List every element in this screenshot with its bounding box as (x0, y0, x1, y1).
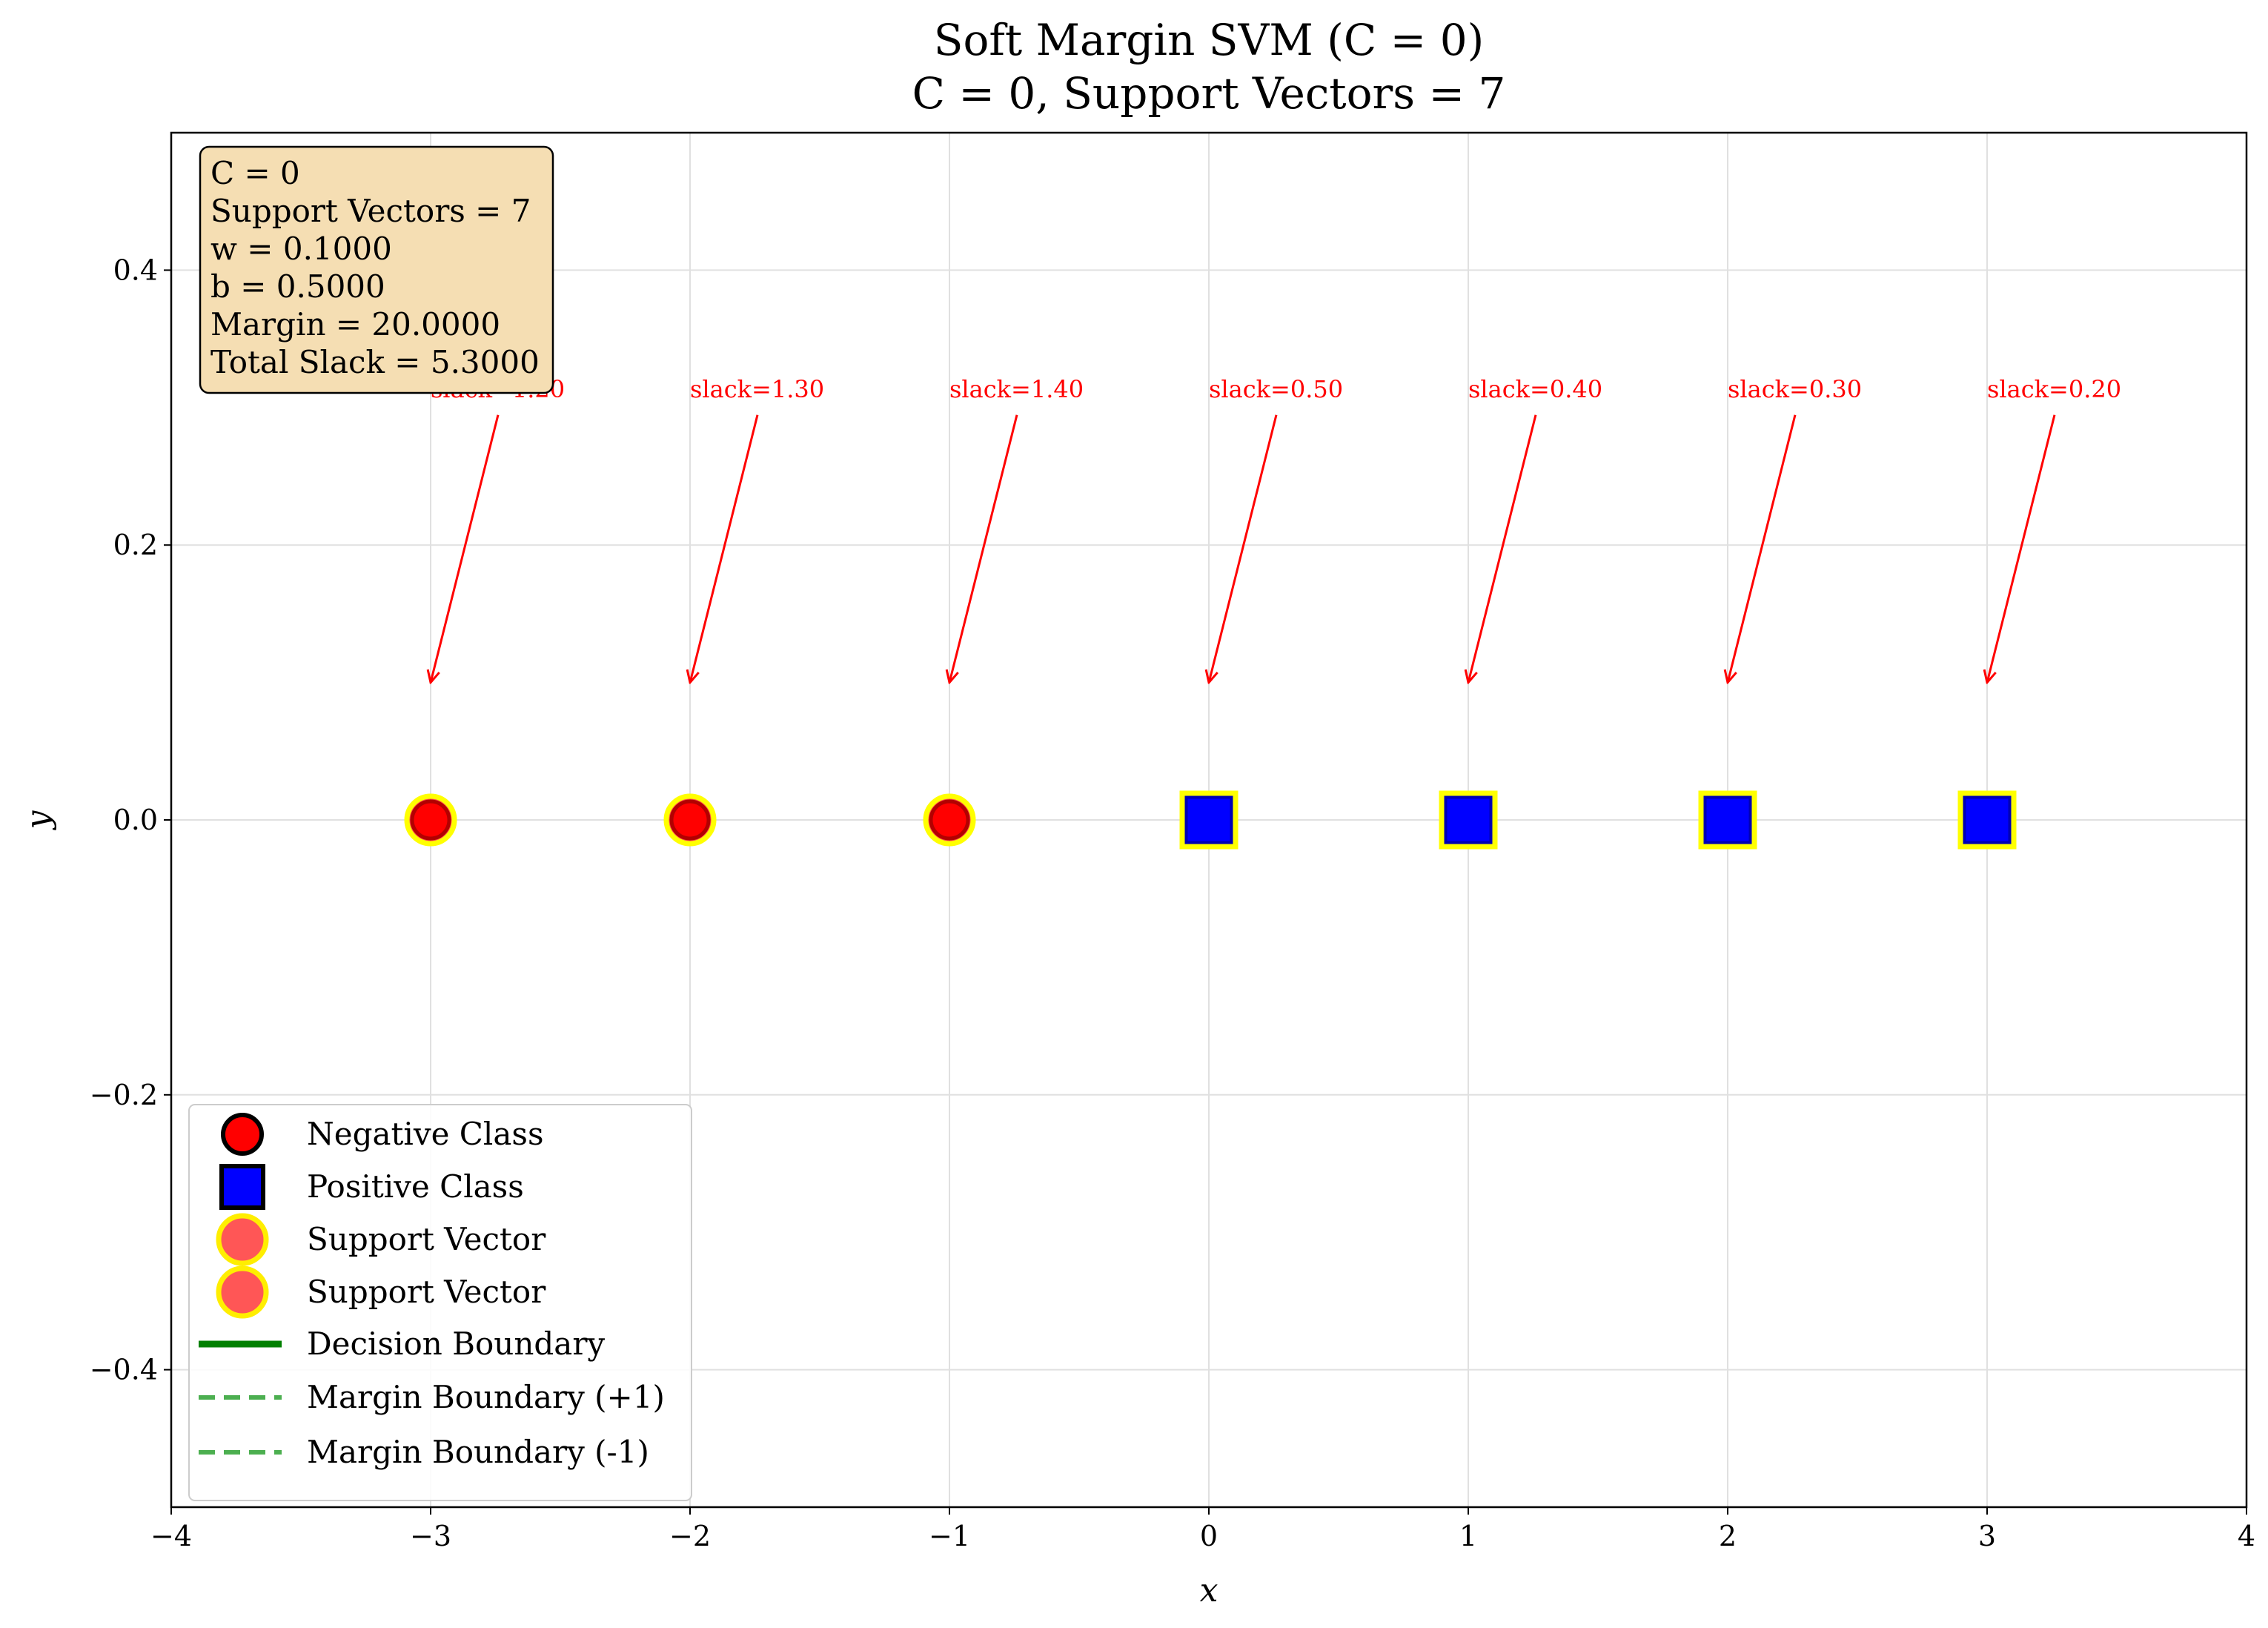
y-tick-label: 0.4 (113, 254, 158, 286)
legend-label: Positive Class (307, 1168, 524, 1205)
slack-arrow-2 (949, 414, 1018, 683)
y-tick-label: −0.4 (90, 1354, 158, 1386)
legend-label: Negative Class (307, 1116, 544, 1152)
data-points (404, 790, 2017, 850)
support-vector-marker (1698, 790, 1757, 850)
slack-arrow-5 (1728, 414, 1797, 683)
chart-title: Soft Margin SVM (C = 0) (934, 15, 1484, 65)
legend-label: Decision Boundary (307, 1326, 605, 1362)
x-tick-label: −1 (929, 1520, 970, 1552)
slack-label: slack=1.30 (690, 375, 824, 403)
info-line-support-vectors: Support Vectors = 7 (210, 193, 531, 229)
legend-square-icon (219, 1164, 265, 1210)
slack-arrow-6 (1987, 414, 2056, 683)
y-axis-label: y (19, 810, 57, 830)
axis-ticks: −4 −3 −2 −1 0 1 2 3 4 −0.4 −0.2 0.0 0.2 0.4 (90, 254, 2255, 1552)
info-box-background (199, 145, 554, 394)
legend-label: Margin Boundary (-1) (307, 1434, 649, 1470)
slack-arrow-3 (1209, 414, 1278, 683)
x-tick-label: −4 (150, 1520, 192, 1552)
support-vector-marker (1179, 790, 1239, 850)
info-line-b: b = 0.5000 (210, 268, 385, 305)
support-vector-marker (1957, 790, 2017, 850)
info-line-total-slack: Total Slack = 5.3000 (210, 344, 540, 380)
x-tick-label: −3 (410, 1520, 451, 1552)
legend-frame (188, 1104, 692, 1501)
x-tick-label: 0 (1200, 1520, 1218, 1552)
slack-arrow-4 (1468, 414, 1537, 683)
legend-circle-icon (221, 1113, 264, 1156)
slack-annotations: slack=1.20slack=1.30slack=1.40slack=0.50… (431, 375, 2121, 683)
info-line-w: w = 0.1000 (210, 231, 392, 267)
info-line-margin: Margin = 20.0000 (210, 306, 500, 343)
info-line-c: C = 0 (210, 155, 300, 191)
x-tick-label: 2 (1719, 1520, 1737, 1552)
slack-label: slack=0.40 (1468, 375, 1602, 403)
x-tick-label: 3 (1978, 1520, 1996, 1552)
info-box: C = 0 Support Vectors = 7 w = 0.1000 b =… (199, 145, 554, 394)
slack-label: slack=0.20 (1987, 375, 2121, 403)
legend: Negative Class Positive Class Support Vect… (188, 1104, 692, 1501)
legend-label: Margin Boundary (+1) (307, 1379, 665, 1415)
x-tick-label: 4 (2238, 1520, 2255, 1552)
legend-label: Support Vector (307, 1274, 546, 1310)
x-axis-label: x (1200, 1572, 1218, 1609)
legend-label: Support Vector (307, 1221, 546, 1257)
chart-subtitle: C = 0, Support Vectors = 7 (912, 68, 1506, 119)
slack-label: slack=0.50 (1209, 375, 1343, 403)
y-tick-label: 0.0 (113, 804, 158, 836)
legend-support-vector-icon (216, 1213, 269, 1266)
slack-label: slack=0.30 (1728, 375, 1862, 403)
support-vector-marker (663, 793, 717, 847)
slack-arrow-0 (431, 414, 500, 683)
slack-arrow-1 (690, 414, 759, 683)
x-tick-label: −2 (669, 1520, 711, 1552)
y-tick-label: 0.2 (113, 529, 158, 561)
x-tick-label: 1 (1459, 1520, 1477, 1552)
support-vector-marker (923, 793, 976, 847)
y-tick-label: −0.2 (90, 1079, 158, 1111)
slack-label: slack=1.40 (949, 375, 1084, 403)
support-vector-marker (404, 793, 457, 847)
legend-support-vector-icon (216, 1265, 269, 1319)
support-vector-marker (1439, 790, 1498, 850)
